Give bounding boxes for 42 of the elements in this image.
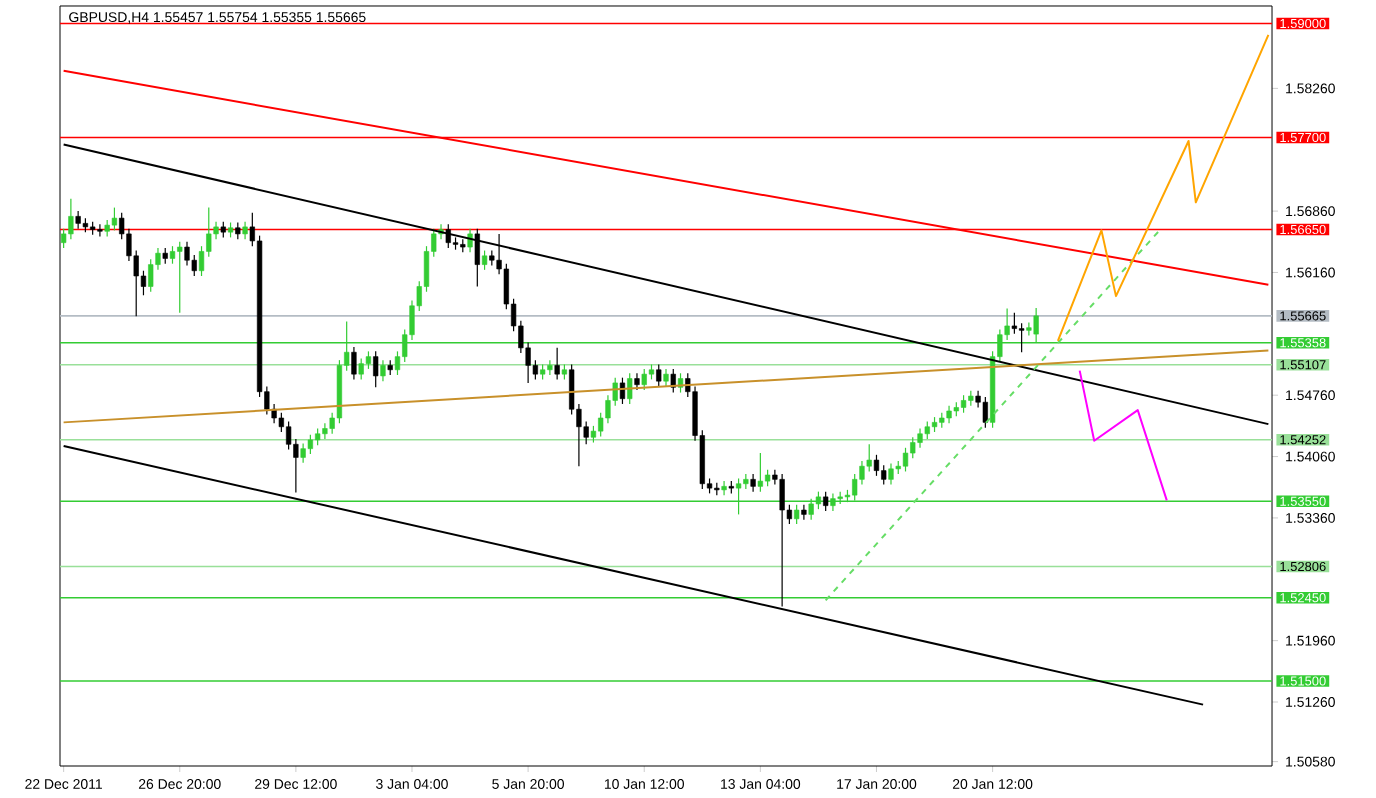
candlestick: [721, 480, 727, 496]
line-series: [1056, 33, 1270, 342]
candlestick: [910, 436, 916, 459]
candlestick: [779, 473, 785, 608]
candlestick: [670, 368, 676, 394]
candlestick: [627, 372, 633, 405]
candlestick: [322, 422, 328, 440]
candlestick: [757, 452, 763, 493]
candlestick: [547, 359, 553, 376]
candlestick: [888, 462, 894, 486]
candlestick: [300, 442, 306, 464]
candlestick: [873, 454, 880, 477]
candlestick: [111, 207, 118, 231]
candlestick: [641, 368, 647, 391]
candlestick: [656, 363, 662, 388]
candlestick: [619, 377, 626, 405]
candlestick: [68, 198, 74, 240]
candlestick: [481, 249, 488, 271]
candlestick: [982, 396, 988, 429]
candlestick: [75, 210, 81, 230]
candlestick: [1011, 312, 1017, 335]
candlestick: [177, 241, 183, 314]
candlestick: [97, 223, 103, 238]
candlestick: [445, 223, 451, 249]
candlestick: [554, 347, 560, 381]
candlestick: [1019, 322, 1025, 353]
candlestick: [1026, 321, 1032, 337]
line-series: [1078, 369, 1168, 502]
candlestick: [823, 491, 829, 512]
candlestick: [307, 434, 314, 455]
candlestick: [351, 346, 357, 381]
candlestick: [474, 228, 480, 288]
candlestick: [184, 241, 190, 267]
candlestick: [881, 464, 887, 486]
candlestick: [380, 359, 386, 382]
candlestick: [750, 473, 756, 493]
candlestick: [467, 228, 473, 253]
candlestick: [902, 447, 909, 473]
candlestick: [358, 357, 364, 381]
candlestick: [373, 350, 379, 388]
candlestick: [917, 427, 923, 449]
candlestick: [801, 504, 807, 521]
